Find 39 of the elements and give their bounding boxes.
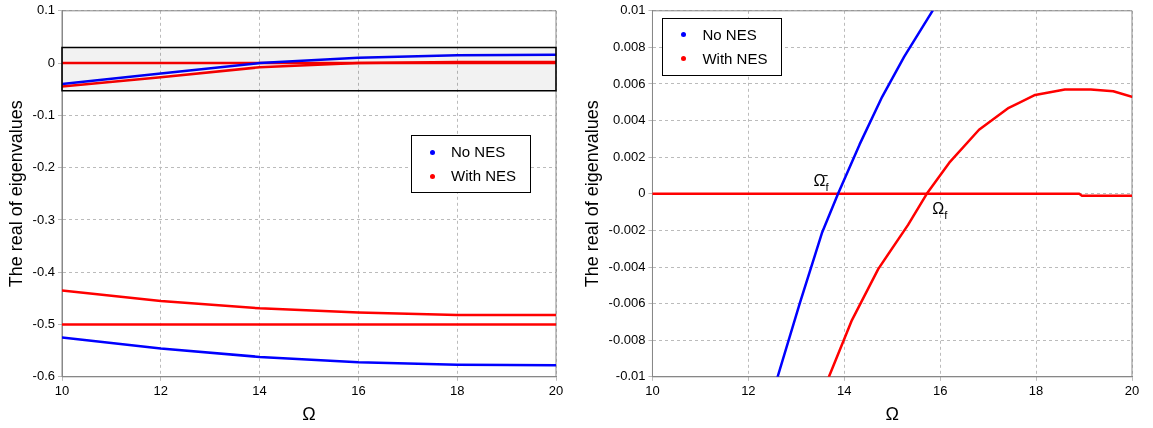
y-tick-label: -0.3 [32, 211, 55, 227]
x-axis-title: Ω [302, 404, 316, 425]
y-tick-label: 0 [47, 54, 55, 70]
y-tick-label: -0.004 [608, 258, 646, 274]
x-tick-label: 20 [548, 383, 564, 399]
y-tick-label: -0.5 [32, 316, 55, 332]
x-tick-label: 18 [1028, 383, 1044, 399]
y-tick-label: -0.006 [608, 295, 646, 311]
y-tick-label: -0.6 [32, 368, 55, 384]
y-axis-title: The real of eigenvalues [581, 100, 602, 288]
x-tick-label: 18 [449, 383, 465, 399]
y-tick-label: -0.002 [608, 221, 646, 237]
x-tick-label: 16 [932, 383, 948, 399]
x-tick-label: 12 [741, 383, 756, 399]
x-tick-label: 16 [351, 383, 366, 399]
x-axis-title: Ω [885, 404, 899, 425]
y-tick-label: 0.006 [612, 75, 646, 91]
x-tick-label: 14 [252, 383, 267, 399]
y-tick-label: 0.1 [36, 2, 55, 18]
y-tick-label: -0.2 [32, 159, 55, 175]
y-tick-label: -0.1 [32, 106, 55, 122]
y-tick-label: 0.004 [612, 112, 646, 128]
y-tick-label: 0.01 [620, 2, 646, 18]
y-tick-label: 0 [638, 185, 646, 201]
x-tick-label: 20 [1124, 383, 1140, 399]
legend-label: No NES [702, 24, 757, 45]
legend-label: No NES [451, 142, 506, 163]
x-tick-label: 10 [54, 383, 70, 399]
y-tick-label: -0.4 [32, 263, 55, 279]
y-tick-label: -0.01 [615, 368, 646, 384]
y-tick-label: -0.008 [608, 331, 646, 347]
y-tick-label: 0.008 [612, 38, 646, 54]
x-tick-label: 14 [837, 383, 852, 399]
x-tick-label: 10 [645, 383, 660, 399]
legend-label: With NES [702, 48, 768, 69]
x-tick-label: 12 [153, 383, 169, 399]
y-axis-title: The real of eigenvalues [5, 100, 26, 288]
legend-label: With NES [451, 166, 517, 187]
y-tick-label: 0.002 [612, 148, 646, 164]
